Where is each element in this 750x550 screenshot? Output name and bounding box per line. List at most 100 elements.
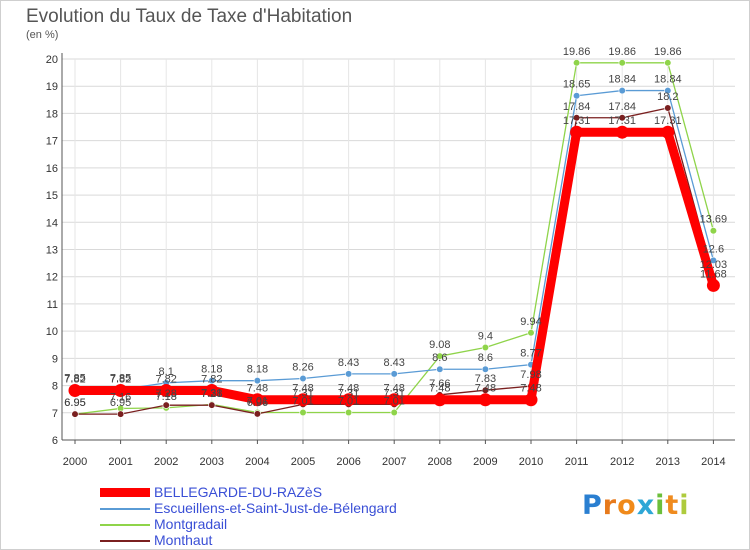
data-label: 7.48 bbox=[338, 383, 359, 395]
data-label: 17.84 bbox=[608, 101, 636, 113]
data-point bbox=[478, 393, 492, 407]
data-point bbox=[387, 393, 401, 407]
data-point bbox=[436, 352, 444, 360]
y-tick-label: 15 bbox=[46, 190, 58, 202]
data-label: 7.48 bbox=[383, 383, 404, 395]
data-label: 7.82 bbox=[64, 373, 85, 385]
data-point bbox=[664, 104, 672, 112]
legend-swatch bbox=[100, 508, 150, 510]
logo-letter: o bbox=[617, 490, 637, 521]
data-label: 7.85 bbox=[64, 373, 85, 385]
data-label: 12.03 bbox=[700, 259, 728, 271]
data-point bbox=[68, 383, 82, 397]
data-label: 8.18 bbox=[247, 364, 268, 376]
x-tick-label: 2014 bbox=[701, 456, 725, 468]
data-label: 8.18 bbox=[201, 364, 222, 376]
data-label: 7.82 bbox=[110, 373, 131, 385]
y-tick-label: 10 bbox=[46, 326, 58, 338]
legend-label: Monthaut bbox=[154, 532, 213, 548]
y-tick-label: 14 bbox=[46, 217, 58, 229]
y-tick-label: 9 bbox=[52, 353, 58, 365]
data-label: 9.94 bbox=[520, 316, 541, 328]
data-point bbox=[709, 227, 718, 235]
data-point bbox=[618, 86, 626, 95]
logo-letter: i bbox=[655, 490, 666, 521]
data-point bbox=[664, 86, 672, 95]
data-label: 18.84 bbox=[608, 74, 636, 86]
data-label: 7.18 bbox=[155, 391, 176, 403]
data-label: 7.85 bbox=[110, 373, 131, 385]
y-tick-label: 6 bbox=[52, 435, 58, 447]
y-tick-label: 12 bbox=[46, 272, 58, 284]
data-label: 7.82 bbox=[201, 373, 222, 385]
data-point bbox=[162, 401, 170, 409]
data-point bbox=[706, 278, 720, 292]
data-label: 17.31 bbox=[563, 115, 591, 127]
data-label: 7.48 bbox=[475, 383, 496, 395]
data-label: 7.83 bbox=[475, 373, 496, 385]
x-tick-label: 2005 bbox=[291, 456, 315, 468]
data-label: 7.31 bbox=[383, 387, 404, 399]
data-point bbox=[250, 393, 264, 407]
data-label: 17.31 bbox=[608, 115, 636, 127]
data-label: 8.77 bbox=[520, 348, 541, 360]
x-tick-label: 2008 bbox=[428, 456, 452, 468]
data-point bbox=[433, 393, 447, 407]
data-label: 7.01 bbox=[383, 396, 404, 408]
x-tick-label: 2000 bbox=[63, 456, 87, 468]
data-point bbox=[524, 393, 538, 407]
data-point bbox=[208, 401, 216, 409]
data-label: 13.69 bbox=[700, 214, 728, 226]
y-tick-label: 17 bbox=[46, 136, 58, 148]
chart-subtitle: (en %) bbox=[26, 29, 59, 41]
logo-letter: r bbox=[602, 490, 618, 521]
y-tick-label: 18 bbox=[46, 108, 58, 120]
data-label: 7.82 bbox=[155, 373, 176, 385]
data-point bbox=[572, 92, 581, 100]
y-tick-label: 16 bbox=[46, 163, 58, 175]
data-point bbox=[345, 408, 353, 417]
x-tick-label: 2003 bbox=[200, 456, 224, 468]
data-point bbox=[572, 59, 581, 67]
data-label: 18.65 bbox=[563, 79, 591, 91]
data-label: 7.31 bbox=[292, 387, 313, 399]
y-tick-label: 19 bbox=[46, 81, 58, 93]
data-label: 6.95 bbox=[110, 397, 131, 409]
data-label: 18.2 bbox=[657, 91, 678, 103]
proxiti-logo: Proxiti bbox=[582, 490, 690, 521]
legend-swatch bbox=[100, 488, 150, 497]
data-point bbox=[342, 393, 356, 407]
data-label: 18.84 bbox=[654, 74, 682, 86]
data-point bbox=[253, 377, 261, 385]
data-label: 6.95 bbox=[64, 397, 85, 409]
data-label: 8.1 bbox=[159, 366, 174, 378]
logo-letter: P bbox=[582, 490, 603, 521]
data-label: 7.28 bbox=[201, 388, 222, 400]
legend-label: Escueillens-et-Saint-Just-de-Bélengard bbox=[154, 500, 397, 516]
x-tick-label: 2010 bbox=[519, 456, 543, 468]
logo-letter: t bbox=[665, 490, 680, 521]
x-tick-label: 2004 bbox=[245, 456, 269, 468]
data-label: 11.68 bbox=[700, 268, 727, 280]
data-point bbox=[71, 410, 79, 418]
data-point bbox=[615, 125, 629, 139]
data-label: 7.48 bbox=[429, 383, 450, 395]
x-tick-label: 2001 bbox=[108, 456, 132, 468]
data-label: 8.6 bbox=[432, 352, 447, 364]
data-label: 7.16 bbox=[110, 391, 131, 403]
y-tick-label: 8 bbox=[52, 381, 58, 393]
x-tick-label: 2002 bbox=[154, 456, 178, 468]
x-tick-label: 2011 bbox=[565, 456, 589, 468]
data-label: 17.84 bbox=[563, 101, 591, 113]
data-label: 17.31 bbox=[654, 115, 682, 127]
x-tick-label: 2006 bbox=[336, 456, 360, 468]
legend-swatch bbox=[100, 540, 150, 542]
data-label: 9.08 bbox=[429, 339, 450, 351]
data-label: 19.86 bbox=[654, 46, 682, 58]
data-label: 7.01 bbox=[292, 396, 313, 408]
data-point bbox=[436, 365, 444, 373]
data-point bbox=[253, 410, 261, 418]
data-point bbox=[390, 408, 398, 417]
data-label: 7.01 bbox=[247, 396, 268, 408]
